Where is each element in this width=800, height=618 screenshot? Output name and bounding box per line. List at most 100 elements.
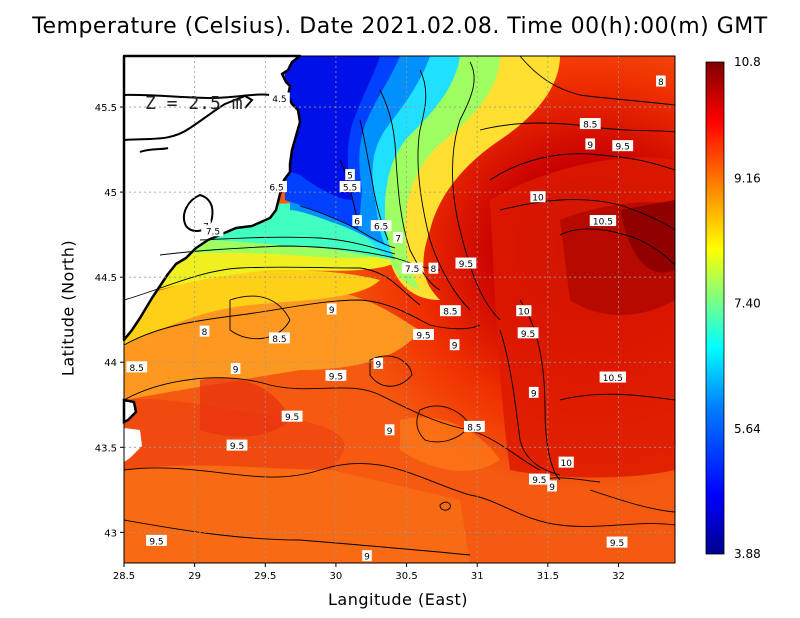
contour-label: 7.5 — [202, 225, 224, 238]
contour-label: 9 — [547, 480, 557, 493]
svg-text:8: 8 — [431, 265, 437, 275]
svg-text:8.5: 8.5 — [467, 423, 481, 433]
svg-text:9.5: 9.5 — [416, 332, 430, 342]
svg-text:9.5: 9.5 — [521, 330, 535, 340]
contour-label: 9.5 — [413, 329, 434, 342]
svg-text:9: 9 — [329, 306, 335, 316]
contour-label: 6 — [352, 215, 362, 228]
svg-text:10: 10 — [532, 194, 544, 204]
svg-text:9: 9 — [387, 427, 393, 437]
contour-label: 10 — [516, 305, 532, 318]
svg-text:8.5: 8.5 — [443, 308, 457, 318]
svg-text:9.5: 9.5 — [532, 476, 546, 486]
contour-label: 8.5 — [126, 361, 148, 374]
colorbar — [705, 61, 725, 555]
contour-label: 10.5 — [589, 215, 617, 228]
contour-label: 9.5 — [455, 257, 477, 270]
contour-label: 10.5 — [599, 371, 627, 384]
svg-text:7: 7 — [395, 235, 401, 245]
colorbar-tick-label: 5.64 — [734, 422, 761, 436]
contour-label: 9.5 — [281, 410, 303, 423]
contour-label: 9 — [373, 357, 384, 370]
contour-label: 9 — [449, 339, 460, 352]
x-tick-label: 29 — [188, 571, 201, 582]
x-tick-label: 30.5 — [395, 571, 417, 582]
contour-label: 7 — [393, 232, 403, 245]
svg-text:6.5: 6.5 — [269, 184, 283, 194]
contour-label: 5 — [345, 169, 355, 182]
contour-label: 10 — [558, 456, 574, 469]
contour-label: 9 — [326, 303, 337, 316]
svg-text:9.5: 9.5 — [459, 260, 473, 270]
x-ticks: 28.5 29 29.5 30 30.5 31 31.5 32 — [113, 563, 625, 582]
svg-text:6.5: 6.5 — [374, 223, 388, 233]
map-title: Temperature (Celsius). Date 2021.02.08. … — [32, 14, 768, 39]
contour-label: 6.5 — [370, 220, 392, 233]
x-tick-label: 31 — [471, 571, 484, 582]
svg-text:9.5: 9.5 — [285, 413, 299, 423]
x-tick-label: 32 — [612, 571, 625, 582]
x-tick-label: 30 — [330, 571, 343, 582]
contour-label: 8.5 — [269, 332, 290, 345]
contour-label: 8 — [199, 325, 210, 338]
colorbar-tick-label: 10.8 — [734, 55, 761, 69]
contour-label: 9 — [362, 550, 372, 563]
contour-label: 9 — [528, 386, 539, 399]
svg-text:8.5: 8.5 — [130, 364, 144, 374]
svg-text:9: 9 — [375, 360, 381, 370]
contour-label: 5.5 — [339, 181, 361, 194]
x-tick-label: 29.5 — [254, 571, 276, 582]
svg-text:9.5: 9.5 — [616, 143, 630, 153]
contour-label: 9.5 — [146, 534, 167, 547]
x-tick-label: 28.5 — [113, 571, 135, 582]
y-tick-label: 45 — [104, 188, 117, 199]
contour-label: 9.5 — [606, 536, 628, 549]
land-mass — [122, 54, 302, 462]
x-tick-label: 31.5 — [537, 571, 559, 582]
svg-text:9: 9 — [549, 483, 555, 493]
svg-text:9: 9 — [452, 342, 458, 352]
y-tick-label: 43.5 — [95, 443, 117, 454]
contour-label: 9.5 — [528, 473, 550, 486]
svg-text:9.5: 9.5 — [329, 372, 343, 382]
contour-label: 8.5 — [463, 420, 485, 433]
contour-label: 8 — [656, 75, 666, 88]
contour-label: 8.5 — [439, 305, 461, 318]
x-axis-label: Langitude (East) — [328, 590, 468, 609]
contour-label: 9.5 — [325, 369, 347, 382]
svg-text:4.5: 4.5 — [272, 95, 286, 105]
contour-labels: 88.599.54.555.56.566.5777.51010.57.589.5… — [126, 75, 666, 563]
svg-text:10.5: 10.5 — [603, 374, 623, 384]
contour-label: 9.5 — [226, 439, 248, 452]
svg-text:7.5: 7.5 — [405, 265, 419, 275]
plot-frame — [123, 55, 676, 564]
temperature-field — [124, 56, 675, 563]
colorbar-tick-label: 7.40 — [734, 297, 761, 311]
svg-text:10.5: 10.5 — [593, 218, 613, 228]
contour-label: 4.5 — [269, 92, 290, 105]
svg-text:9.5: 9.5 — [610, 539, 624, 549]
contour-label: 8.5 — [579, 118, 601, 131]
y-tick-label: 44 — [104, 358, 117, 369]
svg-text:8.5: 8.5 — [272, 335, 286, 345]
svg-text:10: 10 — [518, 308, 530, 318]
contour-label: 8 — [428, 262, 439, 275]
svg-text:8: 8 — [202, 328, 208, 338]
svg-text:5.5: 5.5 — [343, 184, 357, 194]
svg-text:9.5: 9.5 — [149, 537, 163, 547]
y-tick-label: 44.5 — [95, 273, 117, 284]
depth-label: Z = 2.5 m — [145, 93, 243, 114]
svg-text:9: 9 — [233, 366, 239, 376]
contour-label: 10 — [530, 191, 546, 204]
contour-label: 9.5 — [517, 327, 539, 340]
contour-label: 6.5 — [266, 181, 287, 194]
y-tick-label: 45.5 — [95, 103, 117, 114]
svg-text:5: 5 — [347, 172, 353, 182]
y-tick-label: 43 — [104, 528, 117, 539]
svg-text:6: 6 — [354, 218, 360, 228]
colorbar-tick-label: 3.88 — [734, 547, 761, 561]
svg-text:9.5: 9.5 — [230, 442, 244, 452]
grid-lines — [124, 56, 675, 563]
colorbar-tick-label: 9.16 — [734, 172, 761, 186]
